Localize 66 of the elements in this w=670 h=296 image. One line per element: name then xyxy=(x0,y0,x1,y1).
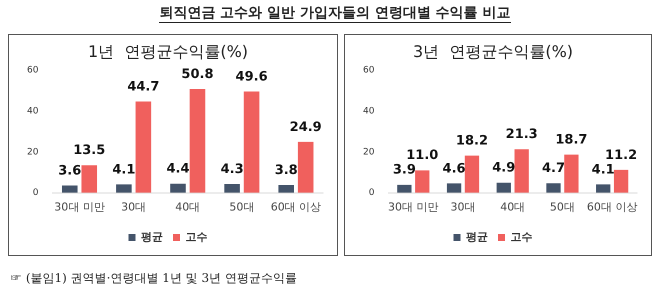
legend-label: 고수 xyxy=(510,230,532,244)
chart-title: 3년 연평균수익률(%) xyxy=(412,42,574,61)
legend-label: 고수 xyxy=(186,230,208,244)
data-label: 24.9 xyxy=(290,120,322,135)
y-tick-label: 0 xyxy=(32,188,39,198)
bar xyxy=(298,142,314,193)
bar xyxy=(464,156,480,193)
bar xyxy=(224,184,240,193)
text: 퇴직연금 고수와 일반 가입자들의 연령대별 수익률 비교 xyxy=(159,5,511,23)
bar xyxy=(514,149,529,193)
bar xyxy=(496,182,511,193)
bar xyxy=(190,89,206,193)
data-label: 4.4 xyxy=(166,162,190,177)
bar xyxy=(546,183,561,193)
x-tick-label: 30대 미만 xyxy=(388,200,439,214)
data-label: 3.9 xyxy=(392,162,416,178)
data-label: 44.7 xyxy=(127,79,160,94)
data-label: 4.1 xyxy=(112,162,136,178)
y-tick-label: 40 xyxy=(363,106,375,116)
x-tick-label: 50대 xyxy=(229,200,254,214)
x-tick-label: 50대 xyxy=(550,200,575,214)
y-tick-label: 20 xyxy=(27,147,39,158)
data-label: 3.8 xyxy=(274,162,298,178)
legend-label: 평균 xyxy=(141,230,163,244)
y-tick-label: 40 xyxy=(27,106,39,116)
bar xyxy=(170,184,186,193)
bar xyxy=(614,170,628,193)
bar xyxy=(596,184,610,193)
text: ☞ (붙임1) 권역별·연령대별 1년 및 3년 연평균수익률 xyxy=(10,270,297,287)
data-label: 21.3 xyxy=(506,127,538,142)
x-tick-label: 60대 이상 xyxy=(270,200,322,214)
legend-label: 평균 xyxy=(466,230,488,244)
chart-title: 1년 연평균수익률(%) xyxy=(88,42,248,61)
x-tick-label: 60대 이상 xyxy=(586,200,638,214)
data-label: 49.6 xyxy=(236,69,268,84)
bar xyxy=(415,170,430,193)
data-label: 13.5 xyxy=(73,143,106,158)
bar xyxy=(446,183,462,193)
data-label: 4.3 xyxy=(220,162,244,177)
data-label: 18.2 xyxy=(456,133,488,148)
data-label: 4.1 xyxy=(592,162,615,178)
data-label: 4.7 xyxy=(542,161,566,176)
y-tick-label: 60 xyxy=(27,66,39,76)
bar xyxy=(278,185,294,193)
bar xyxy=(81,165,98,193)
x-tick-label: 30대 xyxy=(121,200,146,214)
data-label: 3.6 xyxy=(58,163,82,178)
x-tick-label: 40대 xyxy=(500,200,526,214)
x-tick-label: 30대 xyxy=(450,200,476,214)
bar xyxy=(244,91,260,193)
x-tick-label: 30대 미만 xyxy=(54,200,105,214)
y-tick-label: 60 xyxy=(363,66,375,76)
bar xyxy=(62,185,78,193)
data-label: 4.6 xyxy=(442,161,466,176)
data-label: 18.7 xyxy=(555,132,588,148)
y-tick-label: 20 xyxy=(363,147,375,158)
data-label: 50.8 xyxy=(181,66,214,82)
data-label: 4.9 xyxy=(492,160,516,176)
bar xyxy=(397,184,412,193)
y-tick-label: 0 xyxy=(368,188,375,198)
x-tick-label: 40대 xyxy=(175,200,200,214)
data-label: 11.0 xyxy=(406,148,438,164)
bar xyxy=(136,101,152,193)
bar xyxy=(116,184,132,193)
bar xyxy=(564,154,579,193)
data-label: 11.2 xyxy=(605,148,638,163)
